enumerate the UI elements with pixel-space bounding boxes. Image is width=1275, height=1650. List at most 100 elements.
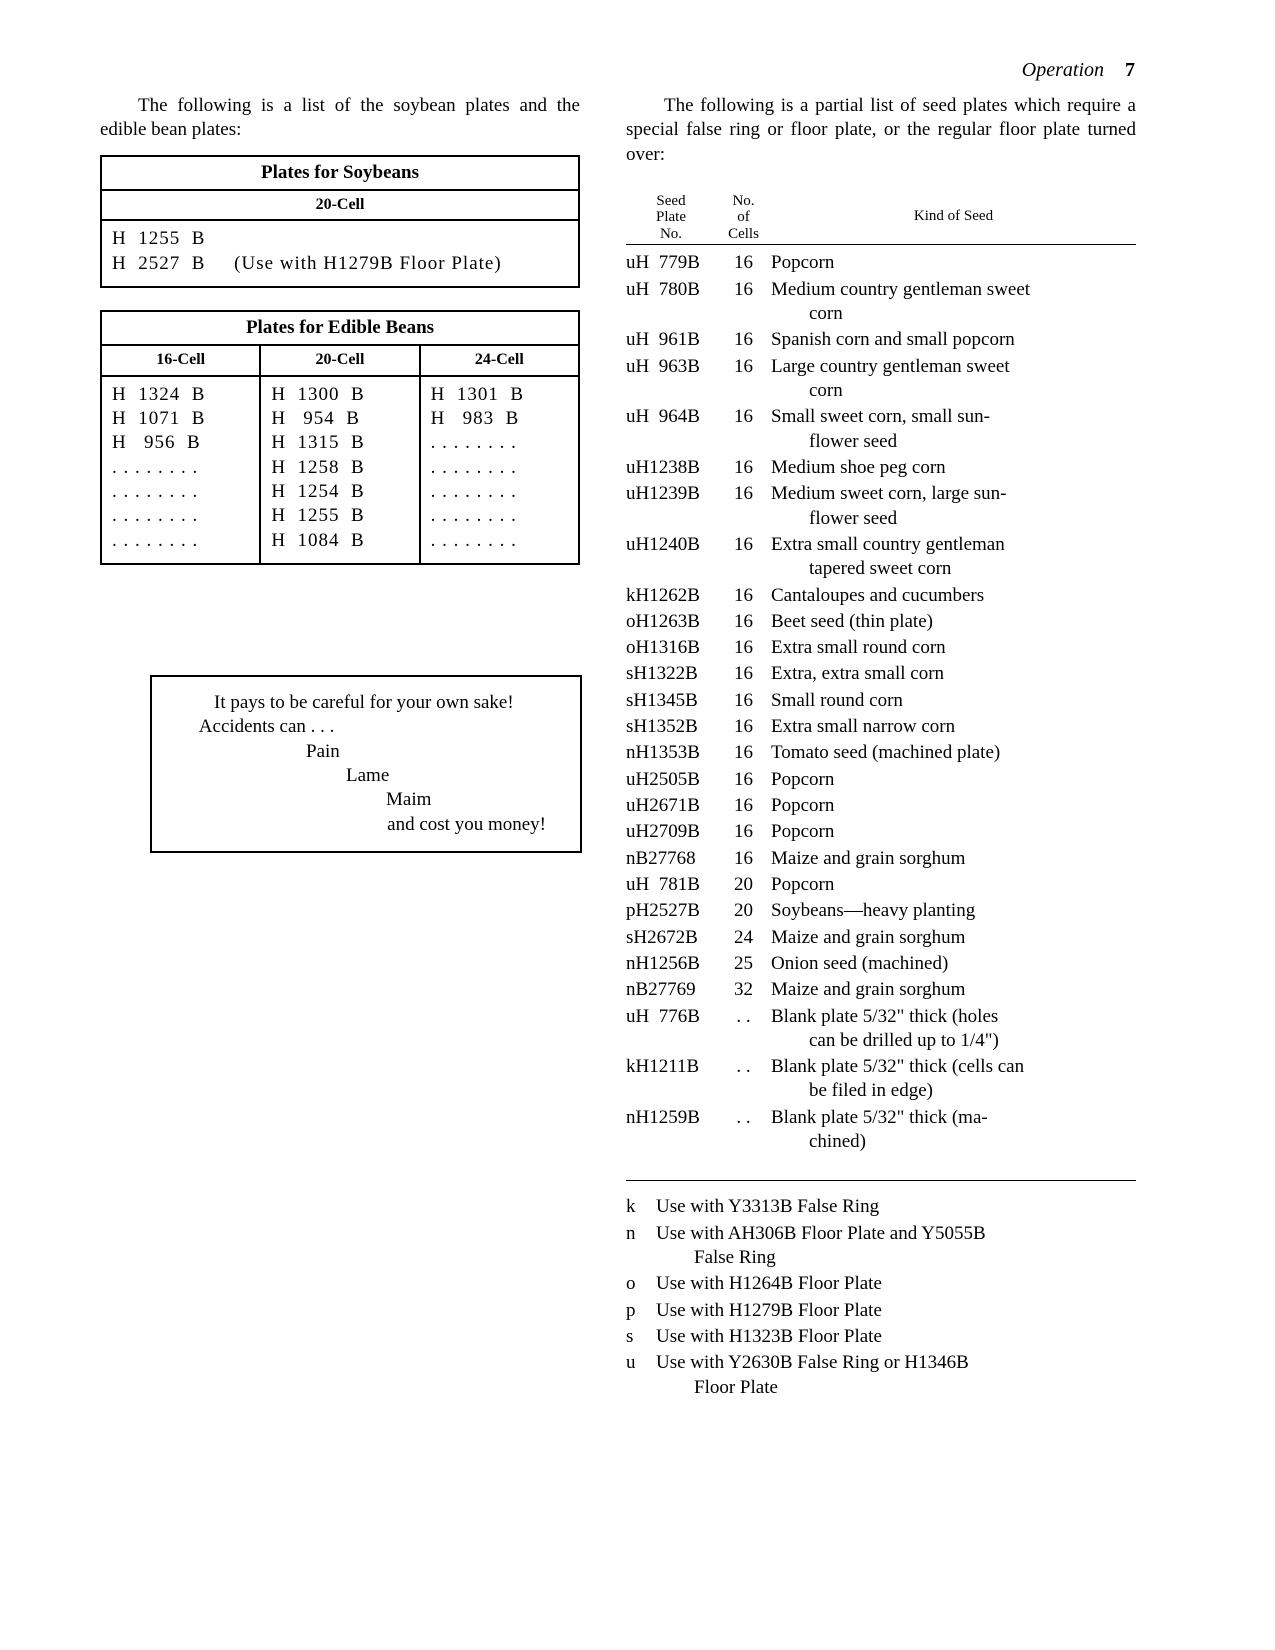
seed-row: uH 780B16Medium country gentleman sweetc… xyxy=(626,278,1136,327)
edible-20-cell: H 1300 BH 954 BH 1315 BH 1258 BH 1254 BH… xyxy=(260,376,419,564)
seed-cells: 16 xyxy=(716,355,771,379)
right-intro: The following is a partial list of seed … xyxy=(626,94,1136,167)
right-column: The following is a partial list of seed … xyxy=(626,94,1136,1402)
legend-row: pUse with H1279B Floor Plate xyxy=(626,1299,1136,1323)
page-number: 7 xyxy=(1125,59,1135,81)
seed-plate-no: uH2709B xyxy=(626,820,716,844)
seed-plate-no: uH 780B xyxy=(626,278,716,302)
plate-entry: H 1324 B xyxy=(112,383,249,407)
seed-cells: 16 xyxy=(716,847,771,871)
left-intro: The following is a list of the soybean p… xyxy=(100,94,580,143)
legend-text: Use with H1279B Floor Plate xyxy=(656,1299,1136,1323)
legend-text: Use with H1264B Floor Plate xyxy=(656,1272,1136,1296)
seed-plate-no: uH 779B xyxy=(626,251,716,275)
edible-16-cell: H 1324 BH 1071 BH 956 B. . . . . . . .. … xyxy=(101,376,260,564)
seed-plate-no: uH 963B xyxy=(626,355,716,379)
seed-cells: 16 xyxy=(716,794,771,818)
seed-row: kH1262B16Cantaloupes and cucumbers xyxy=(626,584,1136,608)
seed-row: kH1211B. .Blank plate 5/32" thick (cells… xyxy=(626,1055,1136,1104)
edible-table: Plates for Edible Beans 16-Cell 20-Cell … xyxy=(100,310,580,565)
seed-kind: Popcorn xyxy=(771,768,1136,792)
seed-plate-no: sH2672B xyxy=(626,926,716,950)
soybean-title: Plates for Soybeans xyxy=(101,156,579,190)
seed-kind: Blank plate 5/32" thick (holescan be dri… xyxy=(771,1005,1136,1054)
seed-kind: Extra small round corn xyxy=(771,636,1136,660)
list-24: H 1301 BH 983 B. . . . . . . .. . . . . … xyxy=(431,383,568,553)
seed-kind-cont: corn xyxy=(771,379,1136,403)
seed-kind: Blank plate 5/32" thick (cells canbe fil… xyxy=(771,1055,1136,1104)
seed-kind: Spanish corn and small popcorn xyxy=(771,328,1136,352)
seed-cells: 16 xyxy=(716,768,771,792)
plate-entry: . . . . . . . . xyxy=(431,480,568,504)
seed-kind: Maize and grain sorghum xyxy=(771,847,1136,871)
seed-kind: Medium sweet corn, large sun-flower seed xyxy=(771,482,1136,531)
edible-col-24: 24-Cell xyxy=(420,345,579,375)
head-kind: Kind of Seed xyxy=(771,193,1136,243)
seed-plate-no: nH1353B xyxy=(626,741,716,765)
plate-entry: . . . . . . . . xyxy=(431,504,568,528)
seed-kind: Tomato seed (machined plate) xyxy=(771,741,1136,765)
legend-row: sUse with H1323B Floor Plate xyxy=(626,1325,1136,1349)
seed-kind-cont: chined) xyxy=(771,1130,1136,1154)
seed-cells: 16 xyxy=(716,636,771,660)
seed-cells: 16 xyxy=(716,715,771,739)
safety-line2: Accidents can . . . xyxy=(176,715,556,739)
seed-row: uH1240B16Extra small country gentlemanta… xyxy=(626,533,1136,582)
seed-kind: Onion seed (machined) xyxy=(771,952,1136,976)
seed-kind: Extra small country gentlemantapered swe… xyxy=(771,533,1136,582)
edible-col-16: 16-Cell xyxy=(101,345,260,375)
seed-kind-cont: corn xyxy=(771,302,1136,326)
seed-row: uH1239B16Medium sweet corn, large sun-fl… xyxy=(626,482,1136,531)
legend-text: Use with AH306B Floor Plate and Y5055BFa… xyxy=(656,1222,1136,1271)
legend-row: uUse with Y2630B False Ring or H1346BFlo… xyxy=(626,1351,1136,1400)
plate-entry: . . . . . . . . xyxy=(112,529,249,553)
seed-cells: . . xyxy=(716,1055,771,1079)
edible-col-20: 20-Cell xyxy=(260,345,419,375)
safety-w2: Lame xyxy=(176,764,556,788)
seed-row: sH1352B16Extra small narrow corn xyxy=(626,715,1136,739)
legend-row: nUse with AH306B Floor Plate and Y5055BF… xyxy=(626,1222,1136,1271)
plate-entry: H 1258 B xyxy=(271,456,408,480)
seed-row: sH1345B16Small round corn xyxy=(626,689,1136,713)
seed-cells: 25 xyxy=(716,952,771,976)
seed-row: uH 776B. .Blank plate 5/32" thick (holes… xyxy=(626,1005,1136,1054)
seed-kind: Popcorn xyxy=(771,820,1136,844)
legend-text-cont: False Ring xyxy=(656,1246,1136,1270)
plate-entry: . . . . . . . . xyxy=(431,431,568,455)
soybean-list: H 1255 BH 2527 B (Use with H1279B Floor … xyxy=(112,227,568,276)
seed-kind: Medium shoe peg corn xyxy=(771,456,1136,480)
seed-row: nH1259B. .Blank plate 5/32" thick (ma-ch… xyxy=(626,1106,1136,1155)
legend: kUse with Y3313B False RingnUse with AH3… xyxy=(626,1195,1136,1400)
safety-w3: Maim xyxy=(176,788,556,812)
seed-plate-no: uH 781B xyxy=(626,873,716,897)
seed-row: uH1238B16Medium shoe peg corn xyxy=(626,456,1136,480)
soybean-row: H 1255 B xyxy=(112,227,568,251)
list-16: H 1324 BH 1071 BH 956 B. . . . . . . .. … xyxy=(112,383,249,553)
seed-plate-no: sH1322B xyxy=(626,662,716,686)
seed-cells: 16 xyxy=(716,456,771,480)
seed-row: sH1322B16Extra, extra small corn xyxy=(626,662,1136,686)
seed-cells: 16 xyxy=(716,584,771,608)
seed-cells: 16 xyxy=(716,278,771,302)
seed-kind-cont: tapered sweet corn xyxy=(771,557,1136,581)
plate-entry: H 983 B xyxy=(431,407,568,431)
seed-row: uH2671B16Popcorn xyxy=(626,794,1136,818)
soybean-row: H 2527 B (Use with H1279B Floor Plate) xyxy=(112,252,568,276)
seed-cells: 16 xyxy=(716,251,771,275)
soybean-subhead: 20-Cell xyxy=(101,190,579,220)
seed-row: nH1256B25Onion seed (machined) xyxy=(626,952,1136,976)
seed-kind: Small round corn xyxy=(771,689,1136,713)
head-cells: No.ofCells xyxy=(716,193,771,243)
seed-cells: . . xyxy=(716,1005,771,1029)
seed-plate-no: kH1262B xyxy=(626,584,716,608)
seed-plate-no: uH2505B xyxy=(626,768,716,792)
seed-plate-no: oH1316B xyxy=(626,636,716,660)
section-name: Operation xyxy=(1022,59,1104,81)
seed-plate-no: uH1240B xyxy=(626,533,716,557)
legend-text: Use with Y2630B False Ring or H1346BFloo… xyxy=(656,1351,1136,1400)
legend-text-cont: Floor Plate xyxy=(656,1376,1136,1400)
seed-table-head: SeedPlateNo. No.ofCells Kind of Seed xyxy=(626,193,1136,246)
seed-kind: Extra small narrow corn xyxy=(771,715,1136,739)
seed-kind: Blank plate 5/32" thick (ma-chined) xyxy=(771,1106,1136,1155)
seed-row: pH2527B20Soybeans—heavy planting xyxy=(626,899,1136,923)
